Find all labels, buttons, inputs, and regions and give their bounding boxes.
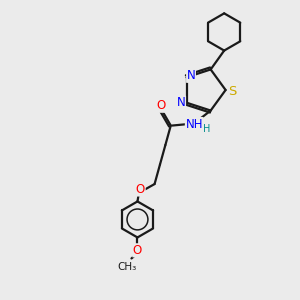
Text: O: O [133,244,142,257]
Text: S: S [228,85,236,98]
Text: H: H [203,124,211,134]
Text: CH₃: CH₃ [117,262,136,272]
Text: N: N [177,96,185,109]
Text: O: O [136,183,145,196]
Text: O: O [156,99,166,112]
Text: NH: NH [185,118,203,130]
Text: N: N [187,69,195,82]
